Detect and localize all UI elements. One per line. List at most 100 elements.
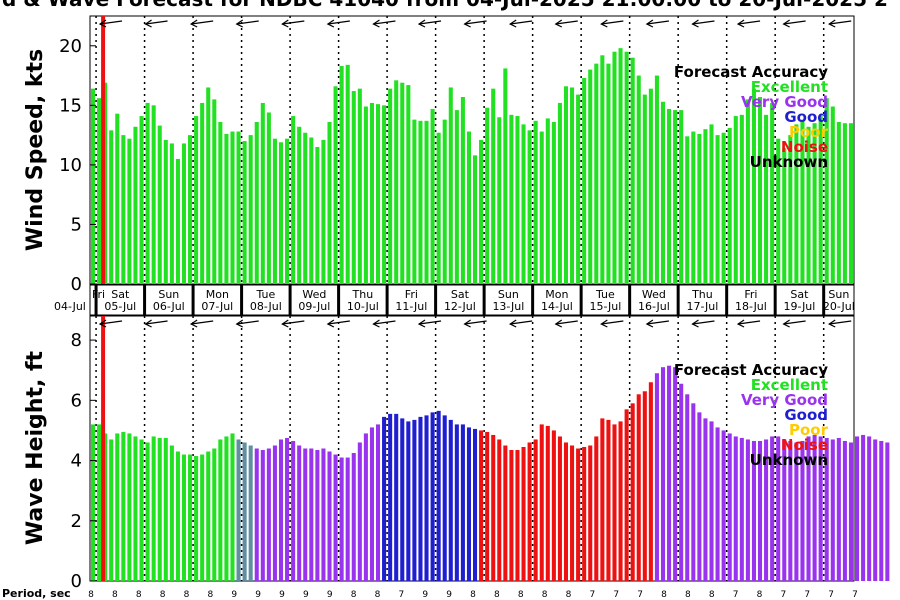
- wave-bar: [855, 436, 860, 581]
- wave-ytick-label: 8: [71, 330, 82, 351]
- wind-bar: [321, 139, 326, 284]
- day-of-week-label: Sun: [828, 288, 849, 301]
- wind-bar: [200, 102, 205, 284]
- legend-entry-very-good: Very Good: [741, 391, 828, 409]
- wind-bar: [272, 138, 277, 284]
- wind-bar: [770, 102, 775, 284]
- day-of-week-label: Sat: [451, 288, 470, 301]
- wave-bar: [169, 445, 174, 581]
- wind-bar: [491, 88, 496, 284]
- wind-bar: [121, 135, 126, 284]
- wind-bar: [691, 131, 696, 284]
- wind-bar: [709, 124, 714, 284]
- period-value: 8: [518, 590, 524, 600]
- wave-direction-arrow: [326, 319, 350, 328]
- period-value: 9: [422, 590, 428, 600]
- wind-bar: [576, 94, 581, 284]
- wind-bar: [448, 87, 453, 284]
- wave-bar: [436, 410, 441, 581]
- wave-bar: [733, 436, 738, 581]
- wave-bar: [715, 427, 720, 581]
- period-value: 7: [804, 590, 810, 600]
- wave-bar: [885, 442, 890, 581]
- day-of-week-label: Wed: [642, 288, 666, 301]
- wind-bar: [254, 122, 259, 284]
- period-value: 8: [112, 590, 118, 600]
- wind-bar: [127, 138, 132, 284]
- wind-bar: [388, 88, 393, 284]
- legend-title: Forecast Accuracy: [674, 63, 828, 81]
- legend-entry-good: Good: [784, 406, 828, 424]
- wave-bar: [121, 431, 126, 581]
- wind-bar: [327, 122, 332, 284]
- wind-bar: [794, 124, 799, 284]
- period-value: 7: [733, 590, 739, 600]
- period-value: 8: [470, 590, 476, 600]
- wave-bar: [212, 448, 217, 581]
- legend-entry-excellent: Excellent: [751, 78, 828, 96]
- wave-bar: [218, 439, 223, 581]
- wind-bar: [236, 131, 241, 284]
- wave-bar: [824, 437, 829, 581]
- period-value: 8: [661, 590, 667, 600]
- wind-bar: [679, 110, 684, 284]
- wave-bar: [557, 436, 562, 581]
- wave-direction-arrow: [98, 319, 123, 328]
- wave-bar: [388, 413, 393, 581]
- wind-bar: [545, 118, 550, 284]
- wind-direction-arrow: [281, 19, 305, 28]
- wave-direction-arrow: [600, 319, 624, 328]
- wave-bar: [151, 436, 156, 581]
- day-of-week-label: Wed: [302, 288, 326, 301]
- wind-direction-arrow: [417, 19, 442, 28]
- wave-bar: [412, 419, 417, 581]
- wave-bar: [103, 433, 108, 581]
- day-date-label: 08-Jul: [250, 300, 282, 313]
- wind-bar: [673, 110, 678, 284]
- wave-bar: [836, 437, 841, 581]
- wind-bar: [715, 135, 720, 284]
- wave-bar: [285, 437, 290, 581]
- day-date-label: 17-Jul: [686, 300, 718, 313]
- wave-direction-arrow: [691, 319, 715, 328]
- day-date-label: 19-Jul: [783, 300, 815, 313]
- wave-bar: [764, 439, 769, 581]
- wind-bar: [430, 108, 435, 284]
- wind-bar: [509, 114, 514, 284]
- wave-bar: [375, 424, 381, 581]
- wind-bar: [660, 101, 666, 284]
- wave-bar: [485, 431, 490, 581]
- wave-bar: [266, 448, 271, 581]
- wave-bar: [297, 445, 302, 581]
- wave-ytick-label: 0: [71, 571, 82, 592]
- wind-direction-arrow: [235, 19, 259, 28]
- wave-direction-arrow: [144, 319, 168, 328]
- wind-bar: [351, 91, 356, 284]
- wind-bar: [230, 131, 235, 284]
- wind-bar: [212, 99, 217, 284]
- wave-bar: [588, 445, 593, 581]
- wave-bar: [260, 450, 265, 581]
- wind-bar: [818, 116, 823, 284]
- wind-direction-arrow: [554, 19, 578, 28]
- wind-bar: [836, 122, 841, 284]
- wave-bar: [818, 436, 823, 581]
- wind-bar: [394, 80, 399, 284]
- wind-bar: [436, 132, 441, 284]
- wave-bar: [660, 367, 666, 581]
- day-date-label: 13-Jul: [492, 300, 524, 313]
- wind-bar: [333, 86, 338, 284]
- legend-entry-poor: Poor: [789, 123, 829, 141]
- wave-bar: [654, 373, 659, 581]
- wind-bar: [454, 110, 459, 284]
- wind-bar: [667, 108, 672, 284]
- wind-bar: [175, 158, 180, 284]
- wave-bar: [309, 448, 314, 581]
- wave-bar: [460, 424, 465, 581]
- wave-bar: [782, 439, 787, 581]
- wind-bar: [557, 102, 562, 284]
- wind-bar: [382, 105, 387, 284]
- wave-bar: [163, 437, 168, 581]
- wave-bar: [618, 421, 623, 581]
- wind-bar: [133, 126, 138, 285]
